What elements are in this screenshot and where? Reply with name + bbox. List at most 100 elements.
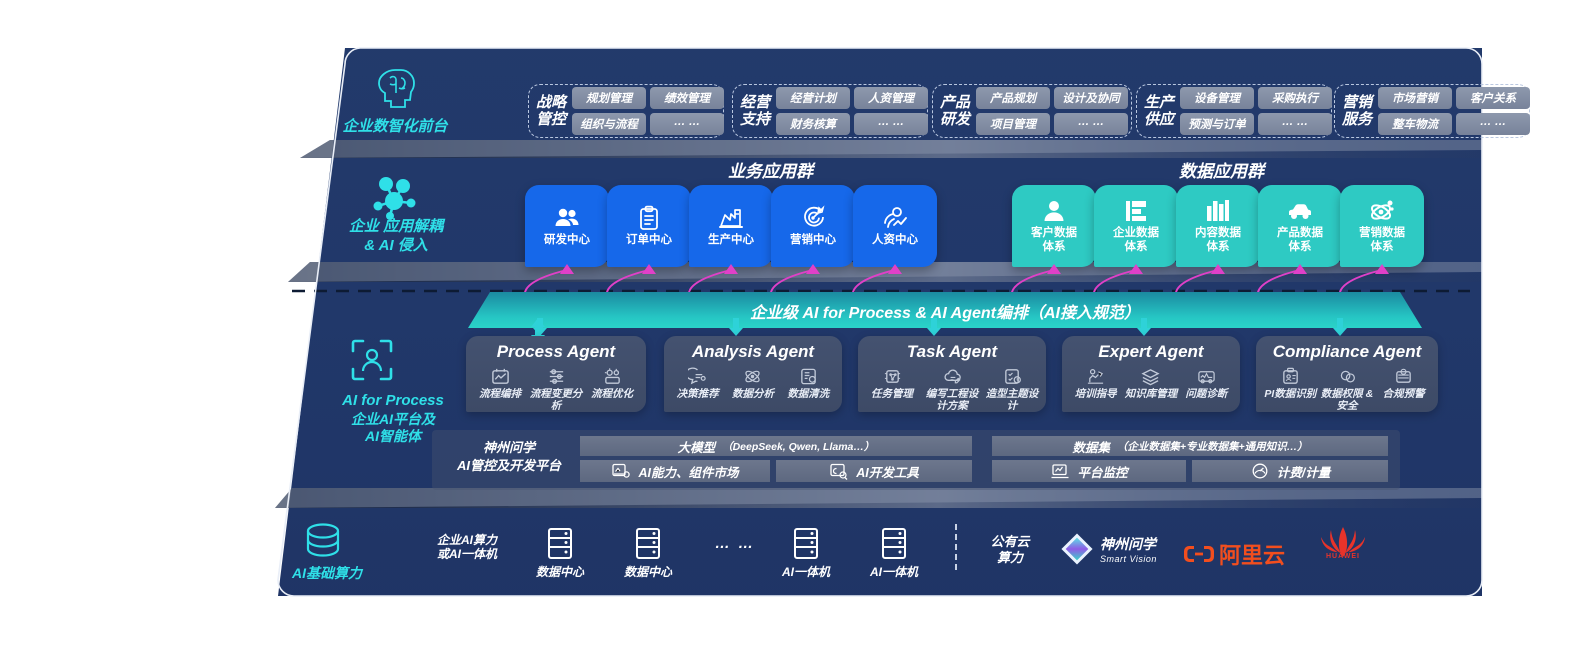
agent-feature[interactable]: 合规预警: [1375, 367, 1432, 401]
front-chip[interactable]: 采购执行: [1258, 87, 1333, 109]
front-chip[interactable]: 经营计划: [776, 87, 851, 109]
data-card-product[interactable]: 产品数据 体系: [1258, 185, 1342, 267]
monitor-icon: [1051, 464, 1069, 479]
platform-item-billing[interactable]: 计费/计量: [1192, 460, 1388, 482]
agent-card-analysis[interactable]: Analysis Agent 决策推荐 数据分析: [664, 336, 842, 412]
front-chip[interactable]: 设计及协同: [1054, 87, 1129, 109]
gears-stack-icon: [604, 368, 620, 384]
app-card-order[interactable]: 订单中心: [607, 185, 691, 267]
front-group-4[interactable]: 营销 服务 市场营销 客户关系 整车物流 … …: [1334, 84, 1531, 138]
front-group-0[interactable]: 战略 管控 规划管理 绩效管理 组织与流程 … …: [528, 84, 725, 138]
front-group-3[interactable]: 生产 供应 设备管理 采购执行 预测与订单 … …: [1136, 84, 1333, 138]
infra-item-aio2[interactable]: AI一体机: [856, 527, 932, 579]
agent-feature[interactable]: 问题诊断: [1179, 367, 1234, 401]
data-clean-icon: [800, 368, 816, 385]
aliyun-logo-icon: [1184, 546, 1214, 562]
data-card-label: 营销数据 体系: [1359, 227, 1405, 253]
design-check-icon: [1004, 369, 1021, 384]
infra-item-enterprise-ai[interactable]: 企业AI算力 或AI一体机: [436, 533, 497, 562]
infra-item-dc1[interactable]: 数据中心: [522, 527, 598, 579]
vendor-tagline: Smart Vision: [1100, 554, 1157, 564]
front-chip[interactable]: 项目管理: [976, 113, 1051, 135]
agent-feature[interactable]: 造型主题设计: [982, 367, 1042, 412]
agent-feature[interactable]: 数据分析: [725, 367, 780, 401]
agent-feature[interactable]: 任务管理: [862, 367, 922, 401]
user-avatar-icon: [1044, 201, 1064, 222]
agent-feature[interactable]: 流程优化: [584, 367, 640, 401]
platform-item-monitor[interactable]: 平台监控: [992, 460, 1186, 482]
flow-chart-icon: [491, 368, 509, 384]
front-chip[interactable]: 人资管理: [854, 87, 929, 109]
front-chip[interactable]: 规划管理: [572, 87, 647, 109]
app-card-production[interactable]: 生产中心: [689, 185, 773, 267]
ai-orchestration-banner[interactable]: 企业级 AI for Process & AI Agent编排（AI接入规范）: [468, 292, 1422, 328]
agent-card-task[interactable]: Task Agent 任务管理 编写工程设计方案: [858, 336, 1046, 412]
agent-feature[interactable]: 流程编排: [472, 367, 528, 401]
front-chip[interactable]: 客户关系: [1456, 87, 1531, 109]
app-card-hr[interactable]: 人资中心: [853, 185, 937, 267]
front-chip[interactable]: … …: [1054, 113, 1129, 135]
front-chip[interactable]: … …: [854, 113, 929, 135]
front-chip[interactable]: 设备管理: [1180, 87, 1255, 109]
vendor-aliyun[interactable]: 阿里云: [1184, 538, 1285, 570]
agent-feature[interactable]: 决策推荐: [670, 367, 725, 401]
data-card-customer[interactable]: 客户数据 体系: [1012, 185, 1096, 267]
front-group-1[interactable]: 经营 支持 经营计划 人资管理 财务核算 … …: [732, 84, 929, 138]
front-chip[interactable]: … …: [650, 113, 725, 135]
app-card-label: 生产中心: [708, 233, 754, 246]
rail-label-front: 企业数智化前台: [342, 118, 448, 135]
agent-title: Process Agent: [496, 342, 616, 361]
agent-feature[interactable]: 编写工程设计方案: [922, 367, 982, 412]
platform-item-devtools[interactable]: AI开发工具: [776, 460, 972, 482]
agent-card-compliance[interactable]: Compliance Agent PI数据识别 数据权限 & 安全: [1256, 336, 1438, 412]
front-group-2[interactable]: 产品 研发 产品规划 设计及协同 项目管理 … …: [932, 84, 1132, 138]
huawei-logo-icon: HUAWEI: [1321, 527, 1365, 560]
platform-llm-bar[interactable]: 大模型 （DeepSeek, Qwen, Llama…）: [580, 436, 972, 456]
agent-feature[interactable]: 培训指导: [1068, 367, 1123, 401]
vendor-huawei[interactable]: HUAWEI: [1308, 525, 1378, 564]
target-icon: [804, 205, 825, 227]
infra-item-public-cloud[interactable]: 公有云 算力: [990, 534, 1030, 565]
data-card-enterprise[interactable]: 企业数据 体系: [1094, 185, 1178, 267]
platform-dataset-bar[interactable]: 数据集 （企业数据集+专业数据集+通用知识…）: [992, 436, 1388, 456]
infra-item-dc2[interactable]: 数据中心: [610, 527, 686, 579]
front-chip[interactable]: … …: [1258, 113, 1333, 135]
data-card-content[interactable]: 内容数据 体系: [1176, 185, 1260, 267]
front-chip[interactable]: 整车物流: [1378, 113, 1453, 135]
building-icon: [1126, 201, 1146, 222]
front-chip[interactable]: 财务核算: [776, 113, 851, 135]
vendor-smartvision[interactable]: 神州问学 Smart Vision: [1060, 532, 1157, 566]
agent-feature[interactable]: 数据清洗: [781, 367, 836, 401]
clipboard-icon: [640, 205, 658, 230]
front-chip[interactable]: 绩效管理: [650, 87, 725, 109]
gauge-icon: [1252, 463, 1268, 479]
agent-feature[interactable]: 数据权限 & 安全: [1319, 367, 1376, 412]
infra-item-aio1[interactable]: AI一体机: [768, 527, 844, 579]
agent-feature[interactable]: 知识库管理: [1123, 367, 1178, 401]
platform-item-marketplace[interactable]: AI能力、组件市场: [580, 460, 770, 482]
bars-content-icon: [1207, 200, 1229, 222]
front-chip[interactable]: 市场营销: [1378, 87, 1453, 109]
front-chip[interactable]: 产品规划: [976, 87, 1051, 109]
server-rack-icon: [636, 528, 660, 559]
agent-feature[interactable]: 流程变更分析: [528, 367, 584, 412]
app-card-research[interactable]: 研发中心: [525, 185, 609, 267]
person-scan-icon: [351, 339, 393, 381]
agent-title: Expert Agent: [1098, 342, 1204, 361]
data-card-marketing[interactable]: 营销数据 体系: [1340, 185, 1424, 267]
front-chip[interactable]: 预测与订单: [1180, 113, 1255, 135]
devtools-icon: [830, 463, 848, 480]
app-card-marketing[interactable]: 营销中心: [771, 185, 855, 267]
database-cylinder-icon: [306, 523, 340, 557]
data-card-label: 产品数据 体系: [1277, 227, 1323, 253]
rail-label-aiprocess: AI for Process 企业AI平台及 AI智能体: [342, 392, 444, 445]
sliders-icon: [549, 369, 563, 384]
front-group-title: 营销 服务: [1342, 93, 1373, 128]
agent-feature[interactable]: PI数据识别: [1262, 367, 1319, 401]
agent-card-expert[interactable]: Expert Agent 培训指导 知识库管理: [1062, 336, 1240, 412]
app-card-label: 人资中心: [872, 233, 918, 246]
front-chip[interactable]: … …: [1456, 113, 1531, 135]
front-chip[interactable]: 组织与流程: [572, 113, 647, 135]
agent-card-process[interactable]: Process Agent 流程编排 流程变更分析: [466, 336, 646, 412]
